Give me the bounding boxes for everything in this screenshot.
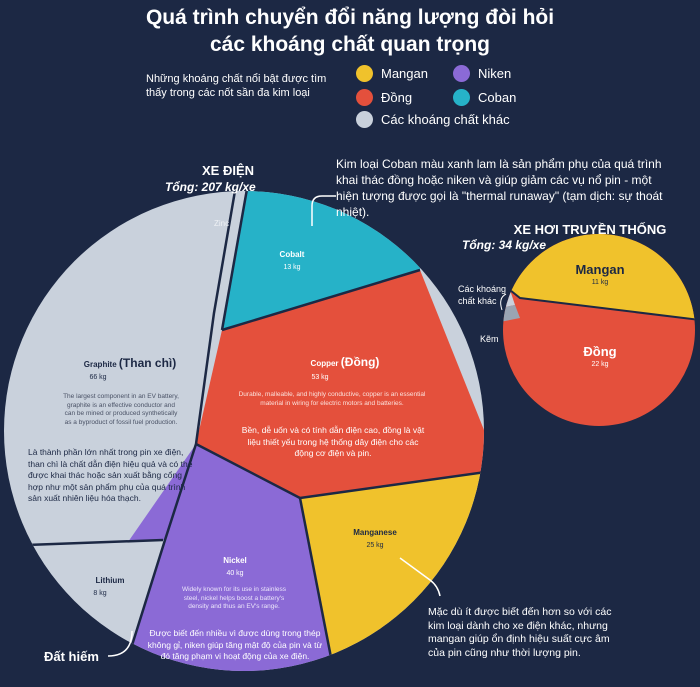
ice-other-line bbox=[500, 293, 507, 311]
legend-label: Coban bbox=[478, 90, 517, 105]
legend-item-other: Các khoáng chất khác bbox=[356, 111, 510, 128]
manganese-callout: Mặc dù ít được biết đến hơn so với các k… bbox=[428, 606, 612, 659]
cobalt-callout-line bbox=[311, 195, 336, 226]
legend-item-dong: Đồng bbox=[356, 89, 412, 106]
legend-item-niken: Niken bbox=[453, 65, 511, 82]
manganese-callout-line bbox=[399, 557, 441, 597]
ice-zinc-label: Kẽm bbox=[480, 334, 499, 344]
ev-copper-name-vi: (Đồng) bbox=[340, 355, 380, 369]
legend-label: Niken bbox=[478, 66, 512, 81]
ice-pie bbox=[503, 234, 695, 426]
legend-item-coban: Coban bbox=[453, 89, 516, 106]
legend-swatch bbox=[453, 65, 470, 82]
ice-dong-label: Đồng bbox=[583, 344, 617, 359]
ev-graphite-value: 66 kg bbox=[89, 374, 107, 381]
ice-dong-value: 22 kg bbox=[591, 361, 609, 368]
legend-swatch bbox=[453, 89, 470, 106]
ev-cobalt-label: Cobalt bbox=[279, 250, 305, 259]
legend-label: Đồng bbox=[381, 90, 413, 105]
ice-total: Tổng: 34 kg/xe bbox=[462, 238, 547, 252]
ev-lithium-label: Lithium bbox=[95, 576, 125, 585]
ev-copper-label: Copper (Đồng) bbox=[280, 355, 410, 369]
ev-dividers bbox=[4, 191, 484, 671]
ev-nickel-desc-vi: Được biết đến nhiều vì được dùng trong t… bbox=[147, 628, 323, 661]
ev-graphite-name: Graphite bbox=[83, 360, 117, 369]
ev-graphite-name-vi: (Than chì) bbox=[118, 356, 177, 370]
legend-label: Mangan bbox=[381, 66, 428, 81]
ev-manganese-value: 25 kg bbox=[366, 542, 384, 549]
cobalt-callout: Kim loại Coban màu xanh lam là sản phẩm … bbox=[336, 157, 663, 219]
legend-item-mangan: Mangan bbox=[356, 65, 428, 82]
legend-swatch bbox=[356, 65, 373, 82]
ev-copper-desc: Durable, malleable, and highly conductiv… bbox=[238, 391, 426, 407]
ev-total: Tổng: 207 kg/xe bbox=[165, 180, 256, 194]
ice-mangan-value: 11 kg bbox=[591, 279, 609, 286]
title-line-2: các khoáng chất quan trọng bbox=[209, 33, 491, 56]
rare-earth-label: Đất hiếm bbox=[44, 649, 99, 664]
ev-graphite-desc-vi: Là thành phần lớn nhất trong pin xe điện… bbox=[28, 447, 193, 503]
ev-copper-value: 53 kg bbox=[311, 374, 329, 381]
ev-zinc-label: Zinc bbox=[214, 219, 230, 228]
ev-nickel-segment bbox=[118, 444, 335, 671]
ice-mangan-label: Mangan bbox=[575, 262, 625, 277]
ev-header: XE ĐIỆN bbox=[201, 163, 254, 178]
legend-label: Các khoáng chất khác bbox=[381, 112, 510, 127]
ev-copper-desc-vi: Bền, dễ uốn và có tính dẫn điện cao, đồn… bbox=[241, 425, 425, 458]
ev-nickel-desc: Widely known for its use in stainless st… bbox=[181, 586, 287, 610]
ev-nickel-value: 40 kg bbox=[226, 570, 244, 577]
ev-lithium-value: 8 kg bbox=[93, 590, 107, 597]
ev-rare-earth-segment bbox=[112, 670, 130, 671]
legend-note: Những khoáng chất nổi bật được tìm thấy … bbox=[146, 73, 327, 99]
ev-graphite-label: Graphite (Than chì) bbox=[60, 356, 200, 370]
ev-copper-name: Copper bbox=[310, 359, 339, 368]
ev-manganese-label: Manganese bbox=[353, 528, 397, 537]
ice-header: XE HƠI TRUYỀN THỐNG bbox=[513, 222, 667, 237]
ev-copper-segment bbox=[196, 270, 484, 498]
ice-divider bbox=[509, 289, 695, 321]
ev-cobalt-value: 13 kg bbox=[283, 264, 301, 271]
ice-mangan-segment bbox=[503, 234, 695, 320]
ev-nickel-label: Nickel bbox=[223, 556, 247, 565]
ice-other-label: Các khoáng chất khác bbox=[458, 284, 507, 306]
ev-graphite-desc: The largest component in an EV battery, … bbox=[63, 393, 179, 426]
rare-earth-callout-line bbox=[107, 630, 133, 657]
title-line-1: Quá trình chuyển đổi năng lượng đòi hỏi bbox=[145, 6, 555, 29]
legend-swatch bbox=[356, 111, 373, 128]
ev-zinc-segment bbox=[214, 191, 247, 330]
legend-swatch bbox=[356, 89, 373, 106]
